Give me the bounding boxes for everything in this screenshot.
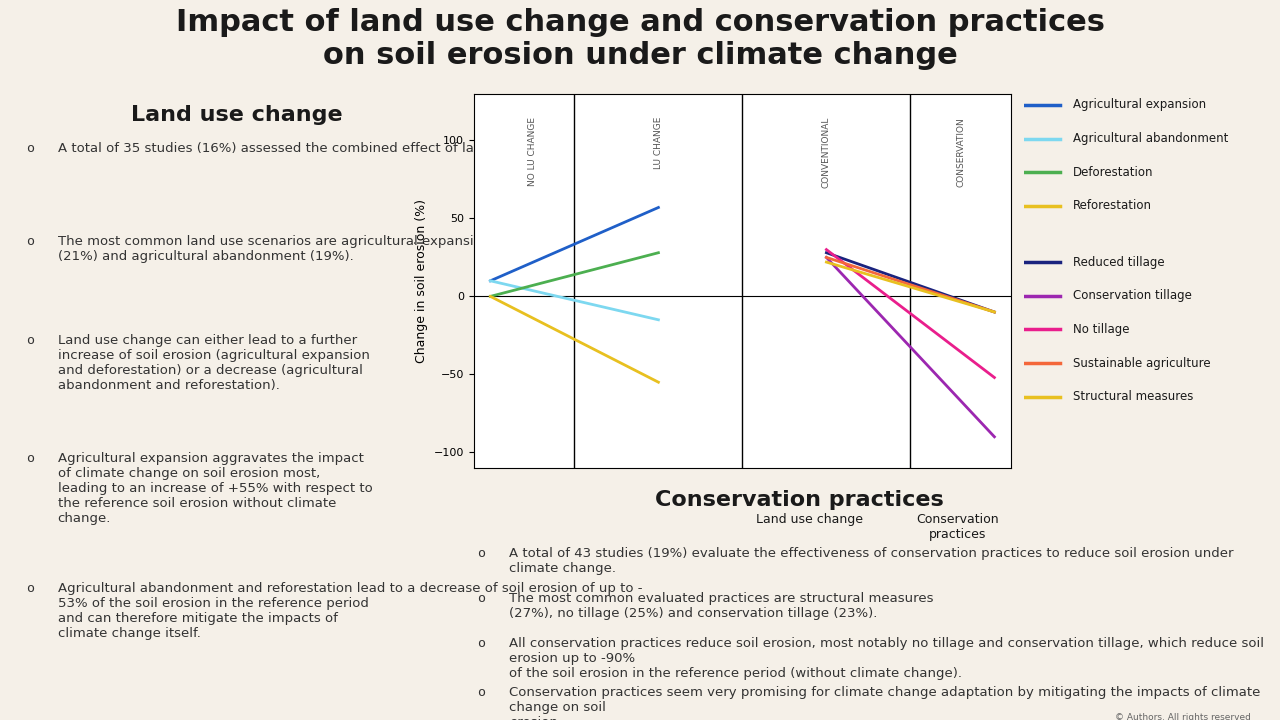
Y-axis label: Change in soil erosion (%): Change in soil erosion (%) [415, 199, 428, 363]
Text: Reforestation: Reforestation [1073, 199, 1152, 212]
Text: LU CHANGE: LU CHANGE [654, 117, 663, 169]
Text: Impact of land use change and conservation practices
on soil erosion under clima: Impact of land use change and conservati… [175, 8, 1105, 70]
Text: The most common evaluated practices are structural measures
(27%), no tillage (2: The most common evaluated practices are … [509, 592, 933, 620]
Text: CONSERVATION: CONSERVATION [956, 117, 965, 186]
Text: o: o [477, 592, 485, 606]
Text: No tillage: No tillage [1073, 323, 1129, 336]
Text: Agricultural abandonment and reforestation lead to a decrease of soil erosion of: Agricultural abandonment and reforestati… [58, 582, 643, 640]
Text: Agricultural expansion aggravates the impact
of climate change on soil erosion m: Agricultural expansion aggravates the im… [58, 451, 372, 525]
Text: A total of 35 studies (16%) assessed the combined effect of land use and climate: A total of 35 studies (16%) assessed the… [58, 142, 961, 155]
Text: o: o [26, 582, 35, 595]
Text: CONVENTIONAL: CONVENTIONAL [822, 117, 831, 189]
Text: Agricultural abandonment: Agricultural abandonment [1073, 132, 1228, 145]
Text: o: o [26, 142, 35, 155]
Text: Conservation practices: Conservation practices [655, 490, 943, 510]
Text: © Authors. All rights reserved: © Authors. All rights reserved [1115, 713, 1251, 720]
Text: Land use change can either lead to a further
increase of soil erosion (agricultu: Land use change can either lead to a fur… [58, 334, 370, 392]
Text: Reduced tillage: Reduced tillage [1073, 256, 1165, 269]
Text: Conservation
practices: Conservation practices [916, 513, 998, 541]
Text: o: o [477, 547, 485, 560]
Text: A total of 43 studies (19%) evaluate the effectiveness of conservation practices: A total of 43 studies (19%) evaluate the… [509, 547, 1234, 575]
Text: o: o [26, 451, 35, 464]
Text: Land use change: Land use change [756, 513, 863, 526]
Text: o: o [26, 334, 35, 347]
Text: Conservation tillage: Conservation tillage [1073, 289, 1192, 302]
Text: Sustainable agriculture: Sustainable agriculture [1073, 356, 1211, 369]
Text: The most common land use scenarios are agricultural expansion (34%), reforestati: The most common land use scenarios are a… [58, 235, 628, 263]
Text: o: o [477, 685, 485, 699]
Text: o: o [477, 637, 485, 650]
Text: Structural measures: Structural measures [1073, 390, 1193, 403]
Text: Agricultural expansion: Agricultural expansion [1073, 99, 1206, 112]
Text: All conservation practices reduce soil erosion, most notably no tillage and cons: All conservation practices reduce soil e… [509, 637, 1265, 680]
Text: o: o [26, 235, 35, 248]
Text: NO LU CHANGE: NO LU CHANGE [527, 117, 536, 186]
Text: Conservation practices seem very promising for climate change adaptation by miti: Conservation practices seem very promisi… [509, 685, 1261, 720]
Text: Deforestation: Deforestation [1073, 166, 1153, 179]
Text: Land use change: Land use change [131, 105, 343, 125]
